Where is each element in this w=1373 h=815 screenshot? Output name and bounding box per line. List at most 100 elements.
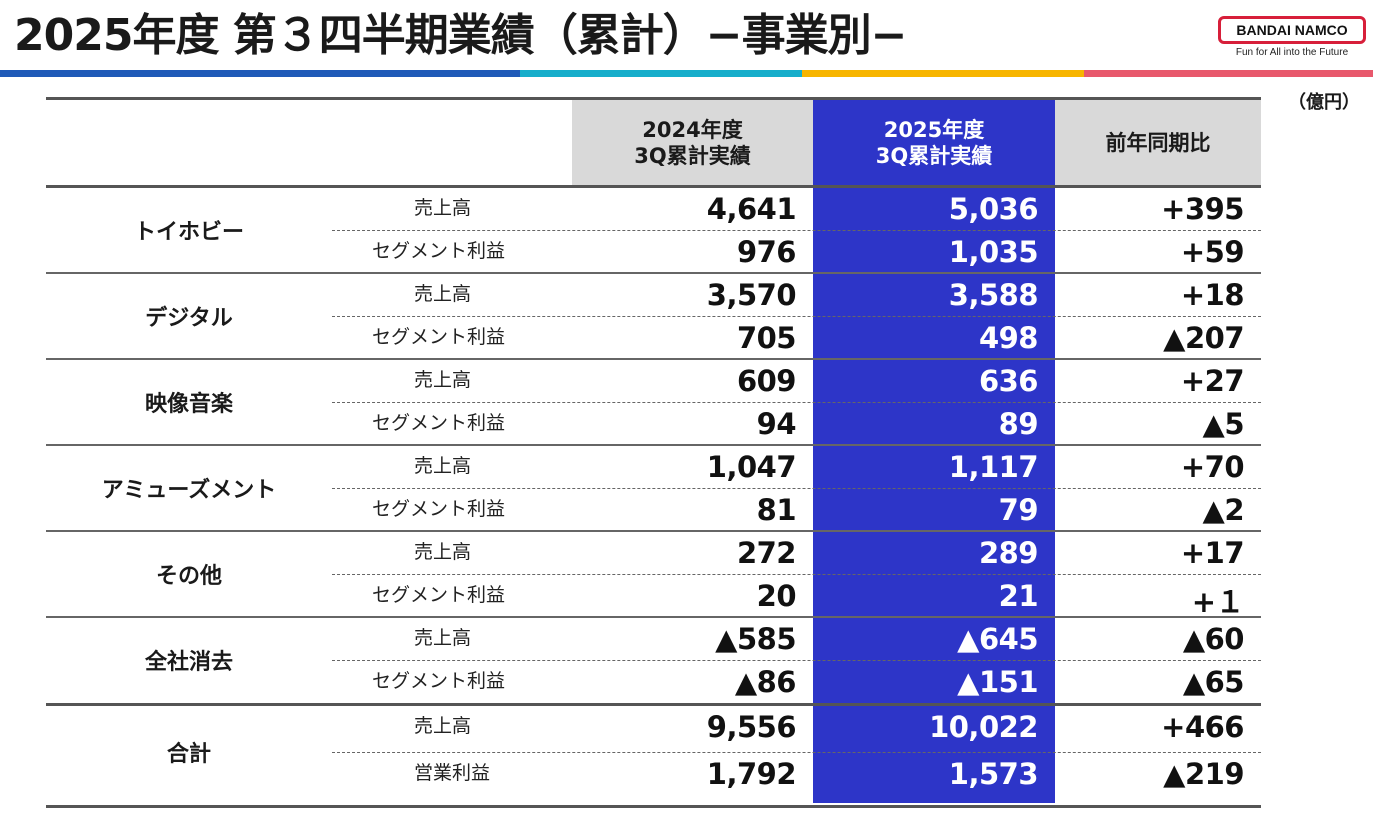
value-2024: 20: [756, 579, 797, 613]
row-label: 売上高: [414, 455, 472, 477]
value-yoy: ▲60: [1182, 622, 1245, 656]
row-divider-dashed: [332, 660, 1261, 661]
header-bg-diff: [1055, 100, 1261, 185]
segment-name: トイホビー: [133, 220, 244, 245]
title-underline-yellow: [802, 70, 1084, 77]
value-2025: 289: [978, 536, 1039, 570]
segment-name: 全社消去: [144, 650, 233, 675]
value-2025: 1,117: [948, 450, 1039, 484]
row-label: セグメント利益: [372, 240, 506, 262]
title-underline-blue: [0, 70, 520, 77]
page-title: 2025年度 第３四半期業績（累計）−事業別−: [14, 10, 908, 61]
value-2025: 79: [998, 493, 1039, 527]
segment-divider: [46, 272, 1261, 274]
value-2025: 21: [998, 579, 1039, 613]
value-2024: 609: [736, 364, 797, 398]
row-divider-dashed: [332, 574, 1261, 575]
value-2024: 94: [756, 407, 797, 441]
header-yoy: 前年同期比: [1055, 100, 1261, 185]
row-divider-dashed: [332, 230, 1261, 231]
title-underline-teal: [520, 70, 802, 77]
segment-results-table: 2024年度 3Q累計実績 2025年度 3Q累計実績 前年同期比 トイホビー売…: [46, 97, 1261, 808]
row-label: セグメント利益: [372, 584, 506, 606]
value-yoy: ▲2: [1202, 493, 1245, 527]
value-yoy: ▲207: [1163, 321, 1244, 355]
value-2024: 4,641: [706, 192, 797, 226]
row-label: セグメント利益: [372, 326, 506, 348]
value-2025: 1,035: [948, 235, 1039, 269]
value-yoy: ▲5: [1202, 407, 1245, 441]
header-curr-line2: 3Q累計実績: [875, 143, 993, 168]
segment-name: デジタル: [145, 306, 233, 331]
row-label: 営業利益: [414, 762, 491, 784]
row-label: セグメント利益: [372, 670, 506, 692]
value-2025: 89: [998, 407, 1039, 441]
value-2024: 272: [736, 536, 797, 570]
value-yoy: +395: [1161, 192, 1244, 226]
header-prev-year: 2024年度 3Q累計実績: [572, 100, 813, 185]
segment-name: 映像音楽: [144, 392, 233, 417]
segment-divider: [46, 358, 1261, 360]
value-2024: 3,570: [706, 278, 797, 312]
value-yoy: +59: [1180, 235, 1245, 269]
value-2024: 1,792: [706, 757, 797, 791]
value-yoy: +70: [1180, 450, 1245, 484]
row-label: 売上高: [414, 369, 472, 391]
header-bg-prev: [572, 100, 813, 185]
bandai-namco-logo: BANDAI NAMCO: [1218, 16, 1366, 44]
current-year-column-highlight: [813, 100, 1055, 803]
header-curr-line1: 2025年度: [883, 117, 985, 142]
value-2024: 81: [756, 493, 797, 527]
row-label: 売上高: [414, 715, 472, 737]
table-bottom-border: [46, 805, 1261, 808]
header-current-year: 2025年度 3Q累計実績: [813, 100, 1055, 185]
segment-divider: [46, 444, 1261, 446]
value-2025: 498: [978, 321, 1039, 355]
row-label: 売上高: [414, 627, 472, 649]
value-2025: 636: [978, 364, 1039, 398]
header-yoy-label: 前年同期比: [1105, 130, 1211, 155]
value-yoy: +27: [1180, 364, 1245, 398]
title-underline-pink: [1084, 70, 1373, 77]
unit-label: （億円）: [1288, 92, 1360, 113]
value-yoy: +18: [1180, 278, 1245, 312]
segment-name: アミューズメント: [101, 478, 277, 503]
value-2024: 1,047: [706, 450, 797, 484]
table-top-border: [46, 97, 1261, 100]
header-prev-line2: 3Q累計実績: [634, 143, 751, 168]
value-2024: 976: [736, 235, 797, 269]
value-2024: ▲585: [715, 622, 796, 656]
value-yoy: +17: [1180, 536, 1245, 570]
row-divider-dashed: [332, 316, 1261, 317]
row-label: セグメント利益: [372, 412, 506, 434]
header-prev-line1: 2024年度: [642, 117, 743, 142]
segment-name: その他: [155, 564, 222, 589]
value-2024: ▲86: [734, 665, 797, 699]
value-yoy: +１: [1191, 585, 1245, 619]
value-2024: 9,556: [706, 710, 797, 744]
segment-divider: [46, 616, 1261, 618]
row-divider-dashed: [332, 488, 1261, 489]
segment-name: 合計: [166, 742, 211, 767]
segment-divider: [46, 703, 1261, 706]
header-bottom-border: [46, 185, 1261, 188]
row-label: 売上高: [414, 283, 472, 305]
segment-divider: [46, 530, 1261, 532]
value-2025: 1,573: [948, 757, 1039, 791]
row-divider-dashed: [332, 752, 1261, 753]
value-2025: ▲645: [957, 622, 1038, 656]
row-label: セグメント利益: [372, 498, 506, 520]
value-2025: ▲151: [957, 665, 1038, 699]
logo-tagline: Fun for All into the Future: [1235, 47, 1349, 58]
value-2025: 3,588: [948, 278, 1039, 312]
row-label: 売上高: [414, 197, 472, 219]
value-2025: 10,022: [929, 710, 1038, 744]
row-label: 売上高: [414, 541, 472, 563]
value-2025: 5,036: [948, 192, 1039, 226]
logo-wordmark: BANDAI NAMCO: [1236, 22, 1348, 38]
row-divider-dashed: [332, 402, 1261, 403]
value-yoy: ▲219: [1163, 757, 1244, 791]
value-2024: 705: [736, 321, 797, 355]
value-yoy: +466: [1161, 710, 1244, 744]
value-yoy: ▲65: [1182, 665, 1245, 699]
